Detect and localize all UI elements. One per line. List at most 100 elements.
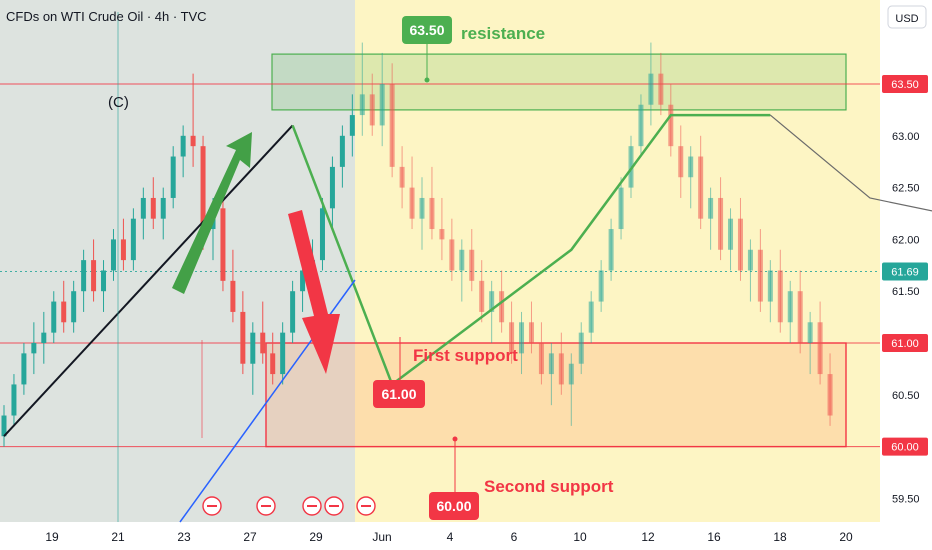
candle-body	[777, 270, 783, 323]
resistance-text: resistance	[461, 24, 545, 43]
candle-body	[568, 363, 574, 385]
candle-body	[528, 322, 534, 343]
currency-button[interactable]: USD	[895, 13, 918, 25]
y-tick-label: 59.50	[892, 493, 920, 505]
resistance-badge	[402, 16, 452, 44]
chart-bg-left	[0, 0, 355, 522]
candle-body	[489, 291, 495, 312]
y-tick-label: 60.50	[892, 390, 920, 402]
candle-body	[449, 239, 455, 271]
price-badge	[882, 262, 928, 281]
candle-body	[140, 197, 146, 219]
candle-body	[369, 94, 375, 126]
second-support-callout-dot	[452, 436, 458, 442]
candle-body	[180, 135, 186, 157]
red-arrow	[288, 210, 340, 374]
trend-path	[769, 114, 932, 212]
candle-body	[648, 73, 654, 105]
candle-body	[548, 353, 554, 375]
wave-line-abc	[291, 113, 771, 387]
candle-body	[479, 280, 485, 312]
candle-body	[339, 135, 345, 167]
candle-body	[41, 332, 47, 343]
second-support-badge	[429, 492, 479, 520]
price-badge	[882, 437, 928, 456]
chart-title: CFDs on WTI Crude Oil · 4h · TVC	[6, 9, 207, 24]
candle-body	[190, 135, 196, 147]
candle-body	[538, 343, 544, 375]
x-tick-label: 18	[773, 530, 787, 544]
candle-body	[419, 197, 425, 219]
candle-body	[319, 208, 325, 261]
candle-body	[787, 291, 793, 323]
candle-body	[379, 84, 385, 126]
x-tick-label: 6	[511, 530, 518, 544]
candle-body	[349, 115, 355, 136]
candle-body	[130, 218, 136, 261]
x-tick-label: 29	[309, 530, 323, 544]
candle-body	[300, 270, 306, 292]
y-tick-label: 63.00	[892, 131, 920, 143]
candle-body	[220, 208, 226, 281]
candle-body	[399, 166, 405, 188]
y-tick-label: 62.00	[892, 234, 920, 246]
candle-body	[499, 291, 505, 323]
candle-body	[389, 84, 395, 167]
axes: 59.50 60.00 60.50 61.00 61.50 62.00 62.50 63.00…	[45, 75, 928, 544]
candle-body	[658, 73, 664, 105]
candle-body	[439, 229, 445, 240]
candle-body	[459, 249, 465, 271]
x-tick-label: 20	[839, 530, 853, 544]
x-tick-label: 21	[111, 530, 125, 544]
x-tick-label: 23	[177, 530, 191, 544]
candle-body	[1, 415, 7, 437]
candle-body	[240, 311, 246, 364]
candle-body	[409, 187, 415, 219]
candle-body	[200, 146, 206, 230]
candle-body	[728, 218, 734, 250]
currency-button-bg[interactable]	[887, 5, 927, 29]
price-badge-label: 61.00	[891, 338, 919, 350]
candle-body	[81, 260, 87, 292]
first-support-text: First support	[413, 346, 518, 365]
first-support-badge	[373, 380, 425, 408]
candle-body	[747, 249, 753, 271]
candle-body	[588, 301, 594, 333]
candle-body	[230, 280, 236, 312]
candle-body	[638, 104, 644, 147]
candle-body	[250, 332, 256, 364]
candle-body	[668, 104, 674, 147]
x-tick-label: 4	[447, 530, 454, 544]
drawings	[3, 12, 932, 523]
candle-body	[71, 291, 77, 323]
candle-body	[598, 270, 604, 302]
candle-body	[359, 94, 365, 116]
candle-body	[280, 332, 286, 375]
first-support-badge-text: 61.00	[381, 386, 416, 402]
price-badge	[882, 75, 928, 93]
candle-body	[91, 260, 97, 292]
candle-body	[767, 270, 773, 302]
candle-body	[150, 197, 156, 219]
candle-body	[718, 197, 724, 250]
price-badge-label: 63.50	[891, 79, 919, 91]
x-tick-label: 19	[45, 530, 59, 544]
candle-body	[578, 332, 584, 364]
candle-body	[260, 332, 266, 354]
candle-body	[827, 374, 833, 416]
candle-body	[737, 218, 743, 271]
second-support-badge-text: 60.00	[436, 498, 471, 514]
price-badge	[882, 334, 928, 352]
resistance-badge-text: 63.50	[409, 22, 444, 38]
candle-body	[160, 197, 166, 219]
candle-body	[31, 343, 37, 354]
candle-body	[290, 291, 296, 333]
resistance-callout-dot	[424, 77, 430, 83]
x-tick-label: 27	[243, 530, 257, 544]
candle-body	[469, 249, 475, 281]
x-tick-label: 16	[707, 530, 721, 544]
resistance-zone	[271, 53, 847, 111]
candle-body	[110, 239, 116, 271]
